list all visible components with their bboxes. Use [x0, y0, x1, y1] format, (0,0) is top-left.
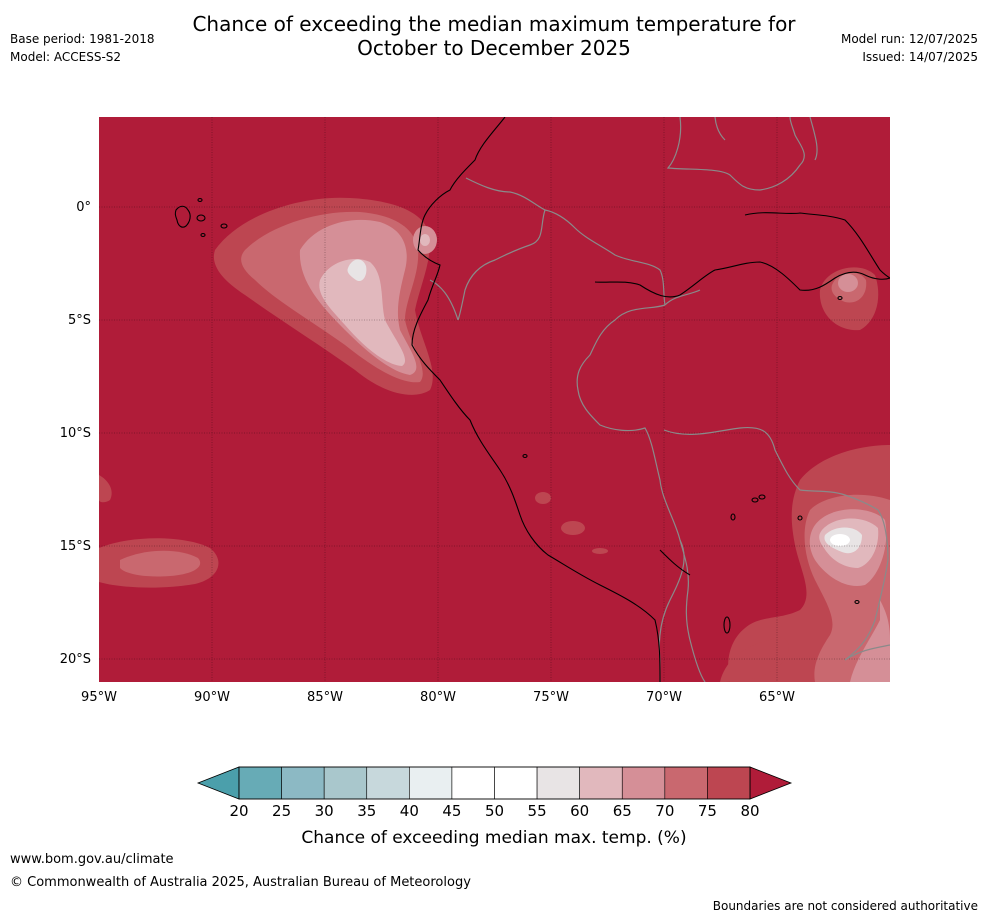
colorbar-tick-label: 45 [442, 802, 461, 820]
colorbar-tick-label: 25 [272, 802, 291, 820]
lon-label: 80°W [420, 690, 456, 705]
colorbar-cell [451, 766, 495, 800]
lat-label: 10°S [60, 426, 91, 441]
base-period-text: Base period: 1981-2018 [10, 32, 155, 46]
colorbar-tick-label: 60 [570, 802, 589, 820]
map-panel [99, 117, 890, 682]
colorbar-title: Chance of exceeding median max. temp. (%… [301, 828, 686, 848]
colorbar: 20 25 30 35 40 45 50 55 60 65 70 75 80 Chance of exc… [196, 766, 793, 848]
colorbar-tick-label: 35 [357, 802, 376, 820]
graticule [99, 117, 890, 682]
colorbar-tick-label: 40 [400, 802, 419, 820]
colorbar-high-extension [749, 766, 793, 800]
lat-label: 5°S [68, 313, 91, 328]
colorbar-cell [281, 766, 325, 800]
lon-label: 65°W [759, 690, 795, 705]
galapagos-islands [174, 197, 228, 238]
country-borders [429, 117, 890, 682]
offshore-anomaly-region [213, 197, 437, 395]
colorbar-cell [366, 766, 410, 800]
colorbar-cell [707, 766, 751, 800]
colorbar-tick-label: 55 [528, 802, 547, 820]
colorbar-tick-label: 70 [655, 802, 674, 820]
map-background [99, 117, 890, 682]
lon-label: 75°W [533, 690, 569, 705]
colorbar-cell [664, 766, 708, 800]
model-text: Model: ACCESS-S2 [10, 50, 122, 64]
colorbar-cell [494, 766, 538, 800]
website-link[interactable]: www.bom.gov.au/climate [10, 852, 174, 867]
title-line-1: Chance of exceeding the median maximum t… [192, 12, 796, 36]
colorbar-outline [238, 766, 751, 800]
colorbar-low-extension [196, 766, 240, 800]
lon-label: 70°W [646, 690, 682, 705]
colorbar-tick-label: 65 [613, 802, 632, 820]
colorbar-tick-label: 30 [315, 802, 334, 820]
lat-label: 15°S [60, 539, 91, 554]
colorbar-tick-label: 80 [740, 802, 759, 820]
boundaries-note: Boundaries are not considered authoritat… [712, 899, 978, 913]
colorbar-cell [238, 766, 282, 800]
colorbar-cell [579, 766, 623, 800]
east-anomaly-region [720, 445, 890, 682]
map-title: Chance of exceeding the median maximum t… [0, 12, 988, 60]
lat-label: 20°S [60, 652, 91, 667]
longitude-labels: 95°W 90°W 85°W 80°W 75°W 70°W 65°W [81, 690, 795, 705]
lon-label: 85°W [307, 690, 343, 705]
coastline [411, 117, 890, 682]
lon-label: 90°W [194, 690, 230, 705]
colorbar-cell [409, 766, 453, 800]
colorbar-tick-label: 50 [485, 802, 504, 820]
colorbar-cell [621, 766, 666, 800]
metadata-right: Model run: 12/07/2025 Issued: 14/07/2025 [841, 30, 978, 66]
lon-label: 95°W [81, 690, 117, 705]
southwest-anomaly-region [99, 475, 219, 588]
copyright-text: © Commonwealth of Australia 2025, Austra… [10, 875, 471, 890]
lat-label: 0° [76, 200, 91, 215]
metadata-left: Base period: 1981-2018 Model: ACCESS-S2 [10, 30, 155, 66]
colorbar-tick-label: 20 [229, 802, 248, 820]
model-run-text: Model run: 12/07/2025 [840, 32, 978, 46]
latitude-labels: 0° 5°S 10°S 15°S 20°S [60, 200, 91, 667]
title-line-2: October to December 2025 [357, 36, 631, 60]
colorbar-cell [323, 766, 368, 800]
coastal-anomaly-spots [535, 492, 608, 554]
colorbar-cell [536, 766, 580, 800]
northeast-anomaly-region [819, 267, 879, 331]
colorbar-tick-label: 75 [698, 802, 717, 820]
issued-text: Issued: 14/07/2025 [862, 50, 978, 64]
